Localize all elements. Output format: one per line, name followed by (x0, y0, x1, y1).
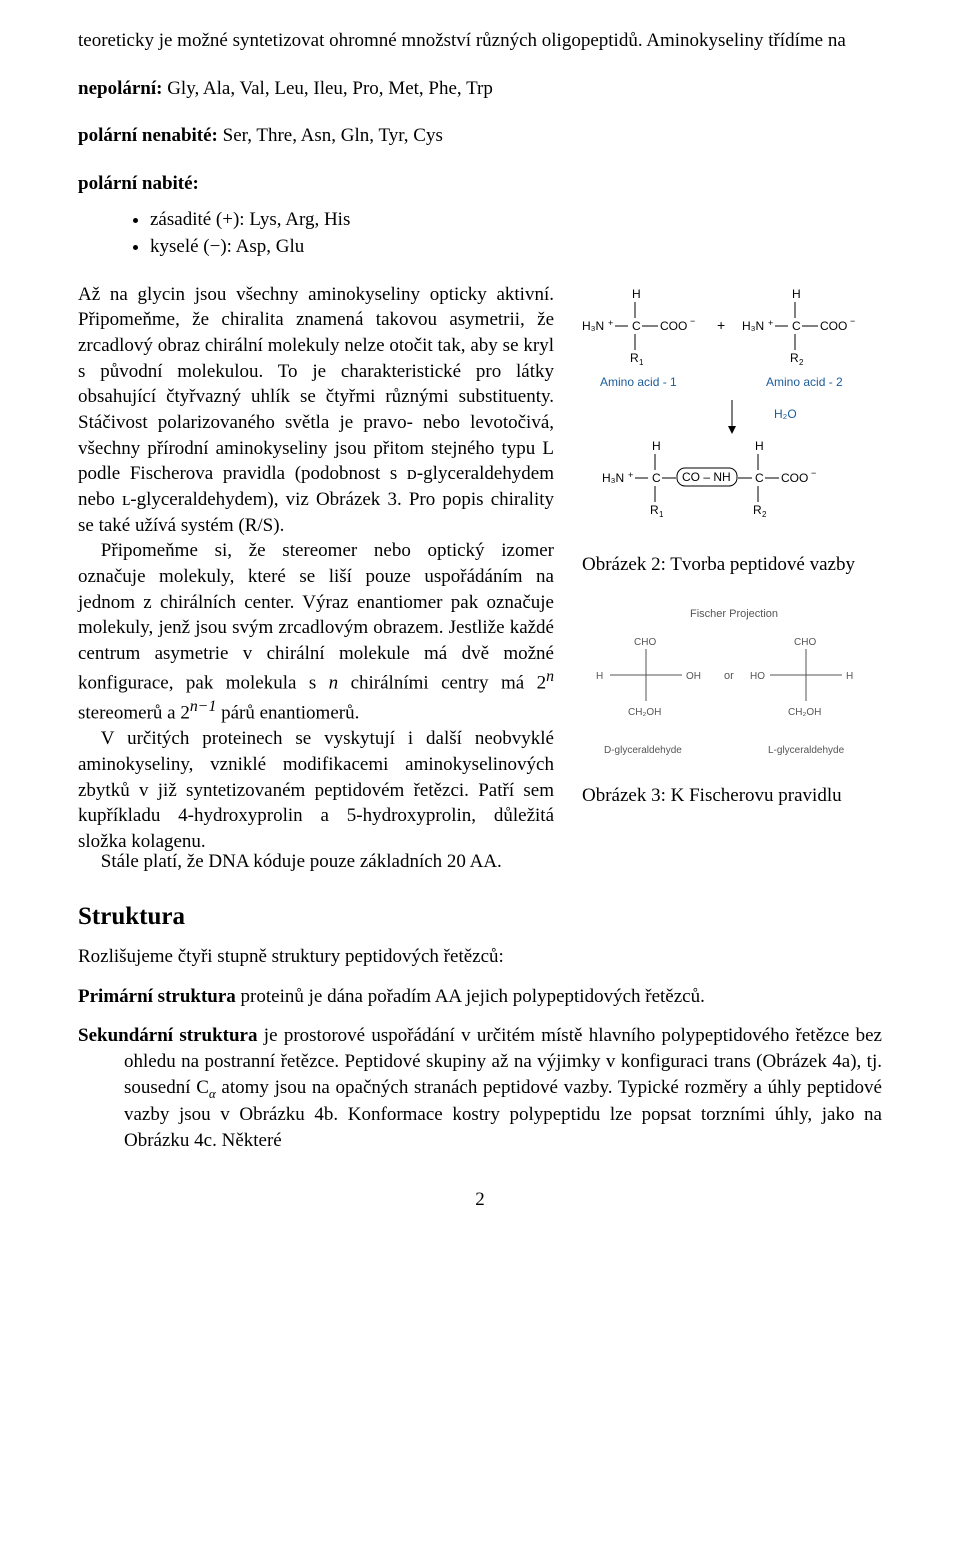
svg-text:CO – NH: CO – NH (682, 470, 731, 484)
svg-text:OH: OH (686, 671, 701, 682)
svg-text:1: 1 (639, 358, 644, 367)
svg-text:CHO: CHO (794, 637, 816, 648)
svg-text:C: C (652, 471, 661, 485)
acidic-item: kyselé (−): Asp, Glu (150, 234, 882, 260)
primary-label: Primární struktura (78, 986, 236, 1007)
nonpolar-label: nepolární: (78, 78, 162, 99)
svg-text:COO: COO (660, 319, 687, 333)
polar-uncharged-label: polární nenabité: (78, 125, 218, 146)
svg-text:COO: COO (781, 471, 808, 485)
polar-charged-line: polární nabité: (78, 171, 882, 197)
polar-uncharged-line: polární nenabité: Ser, Thre, Asn, Gln, T… (78, 123, 882, 149)
polar-uncharged-text: Ser, Thre, Asn, Gln, Tyr, Cys (218, 125, 443, 146)
svg-text:C: C (792, 319, 801, 333)
svg-text:2: 2 (799, 358, 804, 367)
svg-text:−: − (811, 468, 816, 478)
fischer-svg: Fischer Projection CHO H OH CH₂OH or CHO… (582, 603, 882, 773)
fig2-caption: Obrázek 2: Tvorba peptidové vazby (582, 552, 882, 578)
svg-text:HO: HO (750, 671, 765, 682)
svg-text:H₃N: H₃N (742, 319, 764, 333)
secondary-structure: Sekundární struktura je prostorové uspoř… (78, 1023, 882, 1153)
body-p2-exp2: n−1 (190, 698, 217, 715)
fig3-caption: Obrázek 3: K Fischerovu pravidlu (582, 783, 882, 809)
svg-text:H: H (792, 287, 801, 301)
body-p2: Připomeňme si, že stereomer nebo optický… (78, 538, 554, 726)
secondary-alpha: α (209, 1085, 216, 1100)
charged-list: zásadité (+): Lys, Arg, His kyselé (−): … (78, 207, 882, 260)
svg-text:CH₂OH: CH₂OH (628, 707, 661, 718)
secondary-text-b: atomy jsou na opačných stranách peptidov… (124, 1077, 882, 1151)
body-p3: V určitých proteinech se vyskytují i dal… (78, 726, 554, 854)
svg-text:+: + (768, 318, 773, 328)
svg-text:H: H (846, 671, 853, 682)
page-number: 2 (78, 1187, 882, 1213)
svg-text:C: C (755, 471, 764, 485)
svg-text:H: H (652, 439, 661, 453)
body-p2c: stereomerů a 2 (78, 703, 190, 724)
body-p2-n: n (329, 673, 339, 694)
primary-structure: Primární struktura proteinů je dána pořa… (78, 984, 882, 1010)
svg-text:Fischer Projection: Fischer Projection (690, 608, 778, 620)
basic-item: zásadité (+): Lys, Arg, His (150, 207, 882, 233)
figure-peptide-bond: H H₃N + C COO − R1 + H H₃N (582, 282, 882, 578)
body-p2a: Připomeňme si, že stereomer nebo optický… (78, 540, 554, 694)
body-p2b: chirálními centry má 2 (338, 673, 546, 694)
svg-text:1: 1 (659, 510, 664, 519)
svg-text:CH₂OH: CH₂OH (788, 707, 821, 718)
section-heading-struktura: Struktura (78, 900, 882, 934)
secondary-label: Sekundární struktura (78, 1025, 257, 1046)
svg-text:R: R (790, 351, 799, 365)
svg-text:2: 2 (762, 510, 767, 519)
figure-fischer: Fischer Projection CHO H OH CH₂OH or CHO… (582, 603, 882, 809)
svg-text:L-glyceraldehyde: L-glyceraldehyde (768, 745, 845, 756)
struct-lead: Rozlišujeme čtyři stupně struktury pepti… (78, 944, 882, 970)
primary-text: proteinů je dána pořadím AA jejich polyp… (236, 986, 705, 1007)
svg-text:H: H (632, 287, 641, 301)
svg-text:H: H (596, 671, 603, 682)
svg-text:D-glyceraldehyde: D-glyceraldehyde (604, 745, 682, 756)
svg-text:H₂O: H₂O (774, 407, 797, 421)
svg-text:CHO: CHO (634, 637, 656, 648)
peptide-bond-svg: H H₃N + C COO − R1 + H H₃N (582, 282, 882, 542)
intro-line: teoreticky je možné syntetizovat ohromné… (78, 28, 882, 54)
body-p1: Až na glycin jsou všechny aminokyseliny … (78, 282, 554, 538)
svg-text:−: − (690, 316, 695, 326)
svg-text:C: C (632, 319, 641, 333)
nonpolar-line: nepolární: Gly, Ala, Val, Leu, Ileu, Pro… (78, 76, 882, 102)
polar-charged-label: polární nabité: (78, 173, 199, 194)
svg-text:or: or (724, 670, 734, 682)
svg-text:Amino acid - 2: Amino acid - 2 (766, 375, 843, 389)
svg-text:Amino acid - 1: Amino acid - 1 (600, 375, 677, 389)
svg-text:COO: COO (820, 319, 847, 333)
nonpolar-text: Gly, Ala, Val, Leu, Ileu, Pro, Met, Phe,… (162, 78, 492, 99)
svg-text:R: R (650, 503, 659, 517)
body-p2d: párů enantiomerů. (216, 703, 359, 724)
svg-text:+: + (717, 317, 725, 333)
svg-text:H: H (755, 439, 764, 453)
svg-text:+: + (608, 318, 613, 328)
svg-text:H₃N: H₃N (602, 471, 624, 485)
body-p2-exp1: n (546, 668, 554, 685)
svg-text:−: − (850, 316, 855, 326)
svg-text:R: R (630, 351, 639, 365)
svg-text:R: R (753, 503, 762, 517)
svg-text:+: + (628, 470, 633, 480)
svg-text:H₃N: H₃N (582, 319, 604, 333)
